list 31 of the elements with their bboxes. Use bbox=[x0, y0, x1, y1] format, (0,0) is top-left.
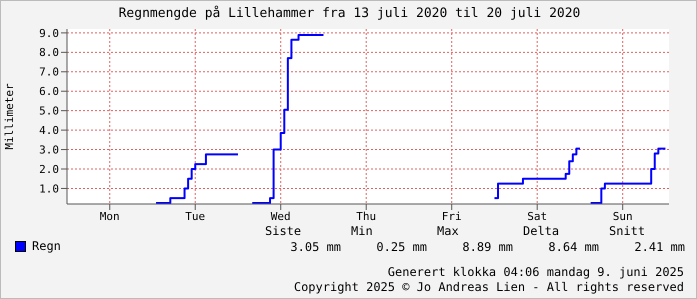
y-tick-label: 6.0 bbox=[39, 85, 59, 98]
text: 8.64 mm bbox=[547, 240, 600, 254]
legend-label: Regn bbox=[32, 239, 61, 253]
text: 3.05 mm bbox=[289, 240, 342, 254]
x-tick-label: Sun bbox=[612, 210, 633, 223]
x-tick-label: Tue bbox=[185, 210, 206, 223]
text: 8.89 mm bbox=[461, 240, 514, 254]
text: Siste bbox=[265, 224, 302, 238]
text: Delta bbox=[523, 224, 560, 238]
x-tick-label: Wed bbox=[270, 210, 291, 223]
text: Generert klokka 04:06 mandag 9. juni 2025 bbox=[386, 265, 684, 280]
x-tick-label: Sat bbox=[527, 210, 548, 223]
y-tick-label: 5.0 bbox=[39, 104, 59, 118]
x-tick-label: Thu bbox=[356, 210, 376, 223]
y-tick-label: 4.0 bbox=[39, 124, 59, 138]
text: Max bbox=[437, 224, 460, 238]
y-axis-title: Millimeter bbox=[2, 83, 16, 150]
text: 0.25 mm bbox=[375, 240, 428, 254]
x-tick-label: Fri bbox=[442, 210, 462, 223]
y-tick-label: 8.0 bbox=[39, 46, 59, 60]
y-tick-label: 7.0 bbox=[39, 66, 59, 79]
text: 2.41 mm bbox=[633, 240, 686, 254]
y-tick-label: 2.0 bbox=[39, 162, 59, 176]
y-tick-label: 9.0 bbox=[39, 26, 59, 40]
y-tick-label: 1.0 bbox=[39, 182, 59, 196]
y-tick-label: 3.0 bbox=[39, 143, 59, 156]
chart-title: Regnmengde på Lillehammer fra 13 juli 2020 til 20 juli 2020 bbox=[118, 6, 582, 21]
text: Copyright 2025 © Jo Andreas Lien - All rights reserved bbox=[294, 280, 684, 295]
text: Snitt bbox=[609, 224, 646, 238]
x-tick-label: Mon bbox=[100, 210, 120, 223]
text: Min bbox=[351, 224, 374, 238]
